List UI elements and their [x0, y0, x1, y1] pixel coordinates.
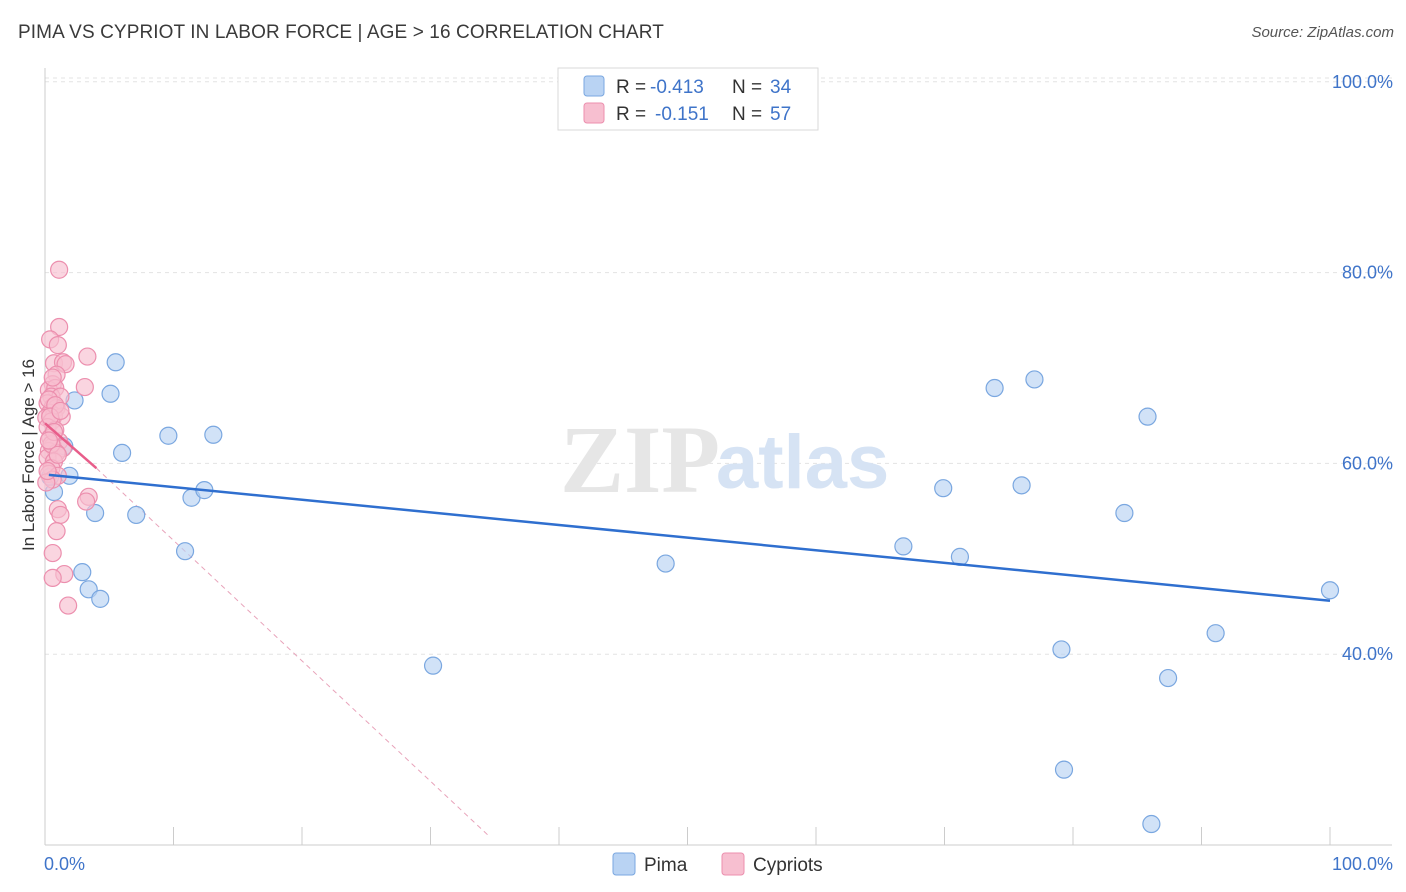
- cypriots-point-39: [77, 492, 96, 511]
- pima-point-13: [175, 542, 195, 561]
- legend-n-label-pima: N =: [732, 77, 762, 98]
- pima-point-28: [1138, 407, 1157, 426]
- cypriots-trend-line: [44, 422, 98, 470]
- pima-point-31: [1206, 624, 1225, 643]
- y-tick-labels: 40.0% 60.0% 80.0% 100.0%: [1332, 72, 1393, 664]
- legend-r-value-cypriots: -0.151: [655, 104, 709, 125]
- cypriots-point-46: [59, 596, 78, 615]
- legend: R = -0.413 N = 34 R = -0.151 N = 57: [557, 67, 819, 131]
- cypriots-point-43: [43, 543, 62, 563]
- bottom-legend-swatch-pima: [612, 852, 636, 876]
- pima-trend: [44, 422, 1331, 603]
- legend-n-value-cypriots: 57: [770, 104, 791, 125]
- legend-swatch-cypriots: [583, 102, 605, 124]
- x-tick-labels: 0.0% 100.0%: [44, 854, 1393, 874]
- y-axis-label: In Labor Force | Age > 16: [19, 359, 38, 551]
- bottom-legend-label-cypriots: Cypriots: [753, 855, 823, 876]
- source-label: Source: ZipAtlas.com: [1251, 24, 1394, 41]
- cypriots-point-12: [75, 377, 94, 397]
- x-tick-label-1: 100.0%: [1332, 854, 1393, 874]
- pima-point-23: [1012, 476, 1031, 495]
- legend-n-label-cypriots: N =: [732, 104, 762, 125]
- pima-point-8: [101, 384, 120, 403]
- pima-point-30: [1158, 668, 1178, 688]
- pima-trend-line: [48, 473, 1331, 603]
- cypriots-point-41: [51, 505, 70, 525]
- pima-point-10: [112, 443, 132, 463]
- pima-point-27: [1115, 503, 1134, 523]
- pima-point-32: [1320, 581, 1340, 600]
- cypriots-point-50: [48, 445, 67, 464]
- cypriots-point-0: [50, 260, 69, 279]
- cypriots-point-3: [48, 336, 67, 355]
- legend-swatch-pima: [583, 75, 605, 97]
- cypriots-point-51: [38, 461, 57, 481]
- legend-r-value-pima: -0.413: [650, 77, 704, 98]
- pima-point-25: [1052, 640, 1071, 659]
- cypriots-point-56: [39, 431, 58, 450]
- legend-r-label-cypriots: R =: [616, 104, 646, 125]
- chart-title: PIMA VS CYPRIOT IN LABOR FORCE | AGE > 1…: [18, 22, 664, 43]
- legend-r-label-pima: R =: [616, 77, 646, 98]
- pima-point-4: [73, 563, 92, 582]
- pima-point-19: [894, 537, 913, 556]
- x-tick-label-0: 0.0%: [44, 854, 85, 874]
- watermark-zip: ZIP: [560, 406, 720, 513]
- pima-point-18: [656, 554, 675, 573]
- pima-point-26: [1054, 760, 1074, 779]
- y-tick-label-3: 100.0%: [1332, 72, 1393, 92]
- bottom-legend: Pima Cypriots: [612, 852, 823, 876]
- bottom-legend-swatch-cypriots: [721, 852, 745, 876]
- gridlines: [45, 77, 1392, 655]
- cypriots-point-54: [51, 401, 70, 421]
- cypriots-point-42: [47, 522, 66, 541]
- cypriots-point-55: [43, 368, 62, 387]
- pima-point-24: [1025, 370, 1044, 389]
- cypriots-point-1: [50, 317, 69, 337]
- cypriots-trend: [96, 467, 489, 836]
- cypriots-point-45: [43, 568, 62, 587]
- y-tick-label-1: 60.0%: [1342, 453, 1393, 473]
- pima-point-9: [106, 353, 125, 372]
- cypriots-trend-extension: [96, 467, 489, 836]
- pima-point-12: [159, 426, 178, 445]
- watermark-atlas: atlas: [716, 420, 889, 505]
- cypriots-point-4: [78, 347, 97, 366]
- cypriots-points: [37, 260, 98, 615]
- y-tick-label-0: 40.0%: [1342, 644, 1393, 664]
- pima-point-16: [204, 425, 223, 444]
- pima-point-22: [985, 378, 1004, 398]
- pima-point-11: [127, 505, 146, 525]
- pima-point-7: [91, 589, 110, 608]
- legend-n-value-pima: 34: [770, 77, 792, 98]
- pima-point-20: [934, 479, 953, 498]
- y-tick-label-2: 80.0%: [1342, 263, 1393, 283]
- pima-point-17: [423, 656, 443, 675]
- pima-point-29: [1142, 814, 1161, 834]
- bottom-legend-label-pima: Pima: [644, 855, 688, 876]
